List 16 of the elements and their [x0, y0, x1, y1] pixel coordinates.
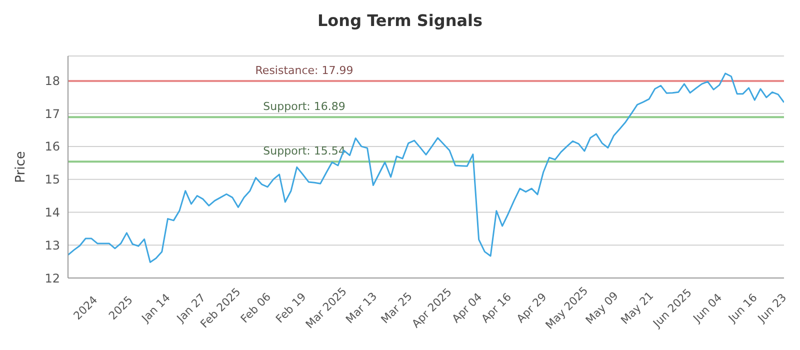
y-tick-label: 14	[44, 205, 60, 220]
x-tick-label: Jan 14	[138, 291, 173, 326]
ref-line-label: Support: 15.54	[263, 144, 346, 158]
chart-title: Long Term Signals	[316, 10, 484, 32]
y-tick-label: 18	[44, 74, 60, 88]
y-axis-title: Price	[14, 151, 29, 183]
y-tick-label: 15	[44, 172, 60, 187]
y-tick-label: 12	[44, 271, 60, 286]
x-tick-label: Jun 04	[690, 291, 725, 326]
ref-line-label: Support: 16.89	[263, 100, 346, 114]
x-tick-label: Feb 06	[238, 290, 274, 326]
y-tick-label: 16	[44, 140, 60, 154]
y-tick-label: 13	[44, 238, 60, 252]
line-series	[68, 72, 784, 263]
ref-line-label: Resistance: 17.99	[255, 64, 354, 77]
y-tick-label: 17	[44, 106, 60, 121]
